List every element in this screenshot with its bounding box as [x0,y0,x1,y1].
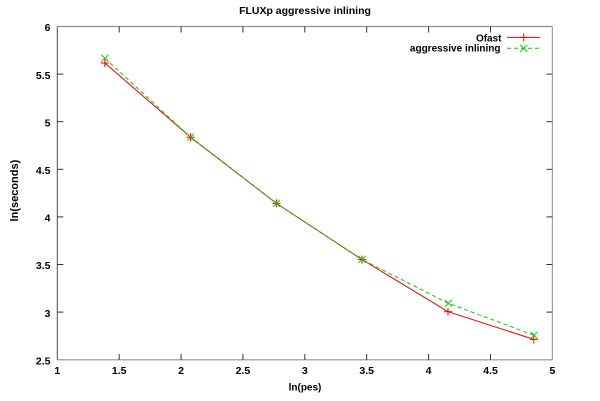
svg-text:4.5: 4.5 [483,365,498,377]
svg-text:3: 3 [302,365,308,377]
svg-text:4: 4 [426,365,432,377]
svg-text:3: 3 [45,308,51,320]
svg-text:4: 4 [45,213,51,225]
svg-text:2.5: 2.5 [236,365,251,377]
svg-text:2: 2 [178,365,184,377]
svg-text:3.5: 3.5 [359,365,374,377]
svg-text:4.5: 4.5 [36,165,51,177]
svg-text:Ofast: Ofast [476,34,502,45]
svg-text:5: 5 [549,365,555,377]
svg-text:5: 5 [45,117,51,129]
svg-text:1: 1 [54,365,60,377]
svg-text:6: 6 [45,22,51,34]
svg-text:3.5: 3.5 [36,260,51,272]
svg-text:2.5: 2.5 [36,355,51,367]
svg-text:FLUXp aggressive inlining: FLUXp aggressive inlining [239,5,371,17]
svg-text:5.5: 5.5 [36,70,51,82]
svg-text:aggressive inlining: aggressive inlining [410,44,501,55]
svg-text:1.5: 1.5 [112,365,127,377]
svg-text:ln(seconds): ln(seconds) [9,159,21,221]
svg-text:ln(pes): ln(pes) [289,383,322,394]
